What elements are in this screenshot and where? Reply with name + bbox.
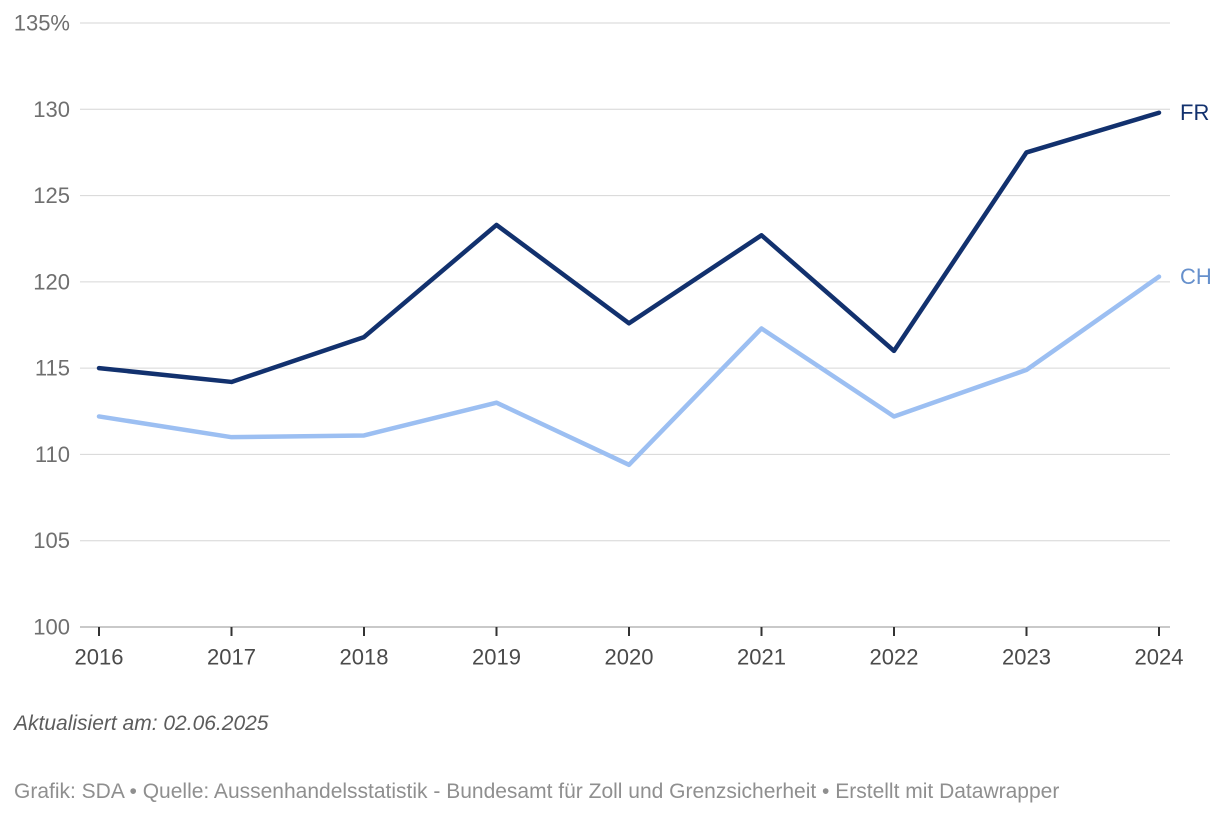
y-tick-label: 130 (33, 97, 70, 122)
series-line-ch[interactable] (96, 274, 1162, 468)
y-tick-label: 105 (33, 528, 70, 553)
y-tick-label: 100 (33, 615, 70, 640)
attribution: Grafik: SDA • Quelle: Aussenhandelsstati… (14, 780, 1060, 803)
series-line-fr[interactable] (96, 110, 1162, 385)
updated-note: Aktualisiert am: 02.06.2025 (14, 712, 269, 735)
x-tick-label: 2017 (207, 645, 256, 670)
y-tick-label: 125 (33, 183, 70, 208)
x-tick-label: 2022 (870, 645, 919, 670)
x-tick-label: 2019 (472, 645, 521, 670)
x-tick-label: 2018 (340, 645, 389, 670)
x-tick-label: 2023 (1002, 645, 1051, 670)
x-tick-label: 2020 (605, 645, 654, 670)
y-tick-label: 115 (35, 356, 70, 381)
y-tick-label: 120 (33, 269, 70, 294)
series-label-ch: CH (1180, 264, 1212, 289)
line-chart: 100 105 110 115 120 125 130 135% 2016 2017 2018 201… (14, 11, 1212, 804)
chart-canvas: 100 105 110 115 120 125 130 135% 2016 2017 2018 201… (14, 11, 1212, 670)
x-tick-label: 2024 (1135, 645, 1184, 670)
series-label-fr: FR (1180, 100, 1209, 125)
y-tick-label: 135% (14, 11, 70, 36)
x-tick-label: 2016 (75, 645, 124, 670)
x-tick-label: 2021 (737, 645, 786, 670)
y-tick-label: 110 (35, 442, 70, 467)
